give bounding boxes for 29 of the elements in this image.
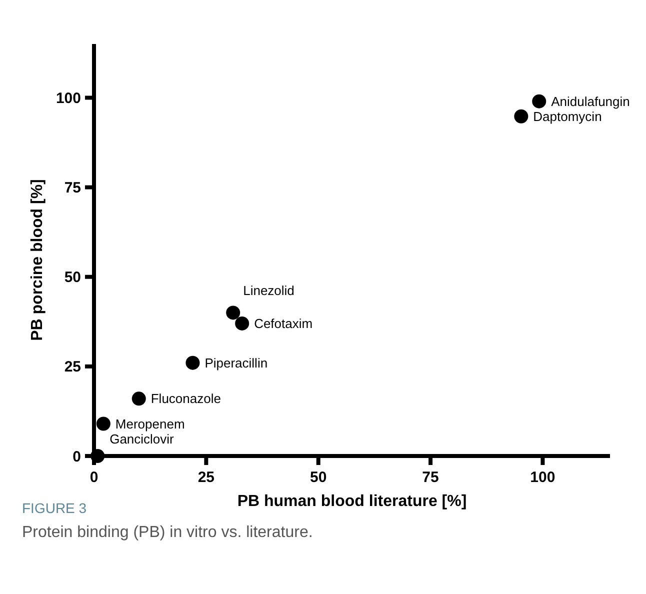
point xyxy=(235,316,250,330)
annotation: Daptomycin xyxy=(533,108,602,124)
point xyxy=(514,109,528,124)
x-axis-title: PB human blood literature [%] xyxy=(237,493,467,510)
point xyxy=(96,416,110,431)
x-tick-label: 0 xyxy=(90,469,98,486)
y-axis-title: PB porcine blood [%] xyxy=(29,179,46,341)
annotation: Ganciclovir xyxy=(110,432,175,447)
annotation: Meropenem xyxy=(115,416,185,432)
annotation: Fluconazole xyxy=(150,391,221,406)
text: Protein binding (PB) in vitro vs. literature. xyxy=(22,524,313,541)
annotation: Piperacillin xyxy=(204,355,268,370)
y-tick-label: 50 xyxy=(64,269,81,286)
y-tick-label: 75 xyxy=(64,180,81,197)
annotation: Cefotaxim xyxy=(254,316,313,331)
x-tick-label: 25 xyxy=(198,469,215,486)
y-tick-label: 100 xyxy=(56,90,81,107)
y-tick-label: 0 xyxy=(72,448,81,466)
point xyxy=(226,306,240,320)
annotation: Anidulafungin xyxy=(551,94,630,109)
x-tick-label: 50 xyxy=(310,469,327,486)
y-tick-label: 25 xyxy=(64,358,81,376)
x-tick-label: 100 xyxy=(530,469,556,486)
point xyxy=(186,356,200,370)
x-tick-label: 75 xyxy=(422,469,439,486)
annotation: Linezolid xyxy=(243,283,294,298)
point xyxy=(132,392,146,406)
caption: FIGURE 3 xyxy=(22,500,87,516)
point xyxy=(532,94,546,108)
